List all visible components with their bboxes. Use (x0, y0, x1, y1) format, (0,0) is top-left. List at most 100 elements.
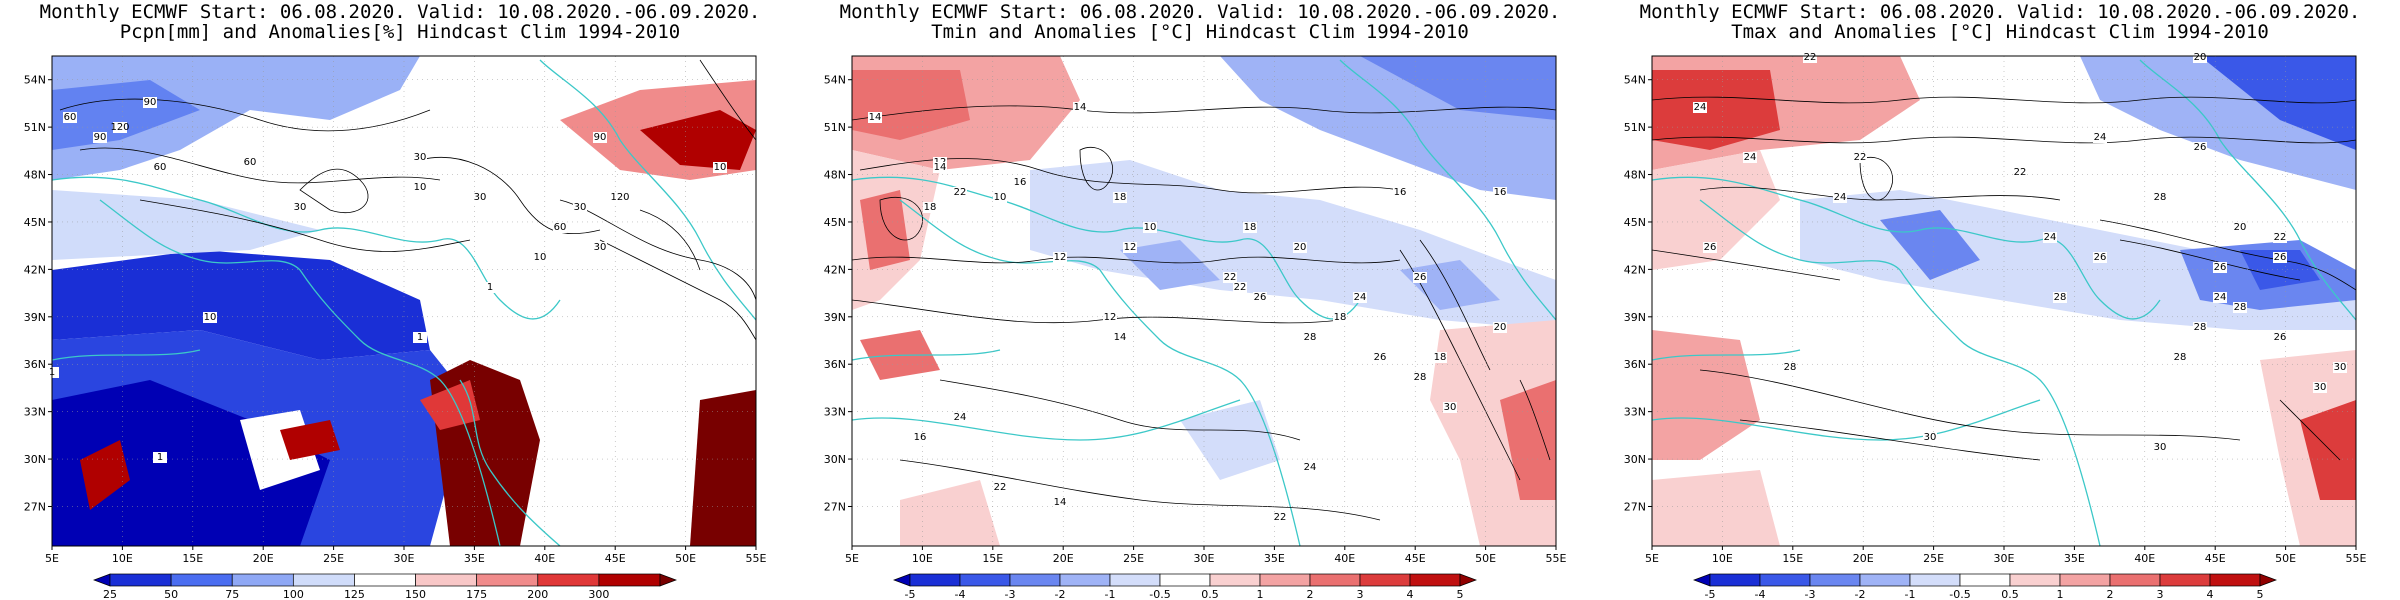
contour-label: 28 (2233, 302, 2247, 313)
svg-text:22: 22 (1274, 512, 1287, 523)
lon-tick-label: 50E (2275, 552, 2296, 565)
svg-text:22: 22 (2274, 232, 2287, 243)
contour-label-layer: 14 14 16 12 10 18 22 14 16 18 12 18 16 24 22 26 26 20 22 12… (868, 102, 1507, 523)
contour-label: 28 (1303, 332, 1317, 343)
lon-tick-label: 55E (1546, 552, 1567, 565)
colorbar-tick-label: -1 (1905, 588, 1916, 600)
svg-text:28: 28 (1414, 372, 1427, 383)
svg-text:18: 18 (1244, 222, 1257, 233)
lon-tick-label: 5E (1645, 552, 1659, 565)
lon-tick-label: 10E (112, 552, 133, 565)
svg-text:26: 26 (2194, 142, 2207, 153)
contour-label: 22 (2273, 232, 2287, 243)
lon-tick-label: 50E (1475, 552, 1496, 565)
svg-text:10: 10 (714, 162, 727, 173)
lon-tick-label: 35E (464, 552, 485, 565)
svg-text:60: 60 (554, 222, 567, 233)
contour-label: 60 (243, 157, 257, 168)
svg-text:28: 28 (2194, 322, 2207, 333)
svg-text:14: 14 (1114, 332, 1127, 343)
contour-label: 60 (63, 112, 77, 123)
svg-text:30: 30 (2314, 382, 2327, 393)
contour-label: 10 (713, 162, 727, 173)
lon-tick-label: 55E (746, 552, 767, 565)
colorbar-segment (2159, 573, 2211, 587)
colorbar-tick-label: -2 (1055, 588, 1066, 600)
colorbar-segment (2109, 573, 2161, 587)
colorbar-tick-label: 2 (1307, 588, 1314, 600)
colorbar-segment (2009, 573, 2061, 587)
colorbar-segment (476, 573, 539, 587)
colorbar-extend-high (1459, 573, 1477, 587)
contour-label: 24 (1743, 152, 1757, 163)
svg-text:28: 28 (1304, 332, 1317, 343)
lat-tick-label: 33N (824, 406, 846, 419)
contour-label: 20 (1293, 242, 1307, 253)
contour-label: 18 (1113, 192, 1127, 203)
lat-tick-label: 45N (824, 216, 846, 229)
contour-label: 22 (1223, 272, 1237, 283)
svg-text:24: 24 (2094, 132, 2107, 143)
colorbar-tick-label: 0.5 (1201, 588, 1219, 600)
contour-label: 24 (1353, 292, 1367, 303)
coastlines (52, 59, 756, 546)
contour-label: 120 (110, 122, 130, 133)
lon-tick-label: 15E (1782, 552, 1803, 565)
lat-tick-label: 27N (24, 500, 46, 513)
contour-label: 16 (1013, 177, 1027, 188)
colorbar-tick-label: 0.5 (2001, 588, 2019, 600)
lat-tick-label: 30N (24, 453, 46, 466)
svg-text:24: 24 (1694, 102, 1707, 113)
lon-tick-label: 15E (982, 552, 1003, 565)
contour-label: 18 (1243, 222, 1257, 233)
contour-label: 26 (1373, 352, 1387, 363)
contour-label: 10 (413, 182, 427, 193)
lat-tick-label: 51N (24, 121, 46, 134)
svg-text:22: 22 (1224, 272, 1237, 283)
colorbar-segment (1209, 573, 1261, 587)
lon-tick-label: 30E (394, 552, 415, 565)
contour-label: 26 (1413, 272, 1427, 283)
svg-text:14: 14 (869, 112, 882, 123)
lat-tick-label: 45N (24, 216, 46, 229)
panel-title-line1: Monthly ECMWF Start: 06.08.2020. Valid: … (1639, 1, 2361, 23)
tmin-map: 1414161210182214161812181624222626202212… (824, 55, 1567, 600)
lat-tick-label: 54N (824, 74, 846, 87)
contour-label: 28 (2153, 192, 2167, 203)
colorbar-tick-label: 2 (2107, 588, 2114, 600)
svg-text:30: 30 (414, 152, 427, 163)
coastlines (852, 59, 1556, 546)
colorbar-extend-high (2259, 573, 2277, 587)
colorbar-segment (2209, 573, 2261, 587)
contour-label: 10 (203, 312, 217, 323)
contour-label: 1 (483, 282, 497, 293)
svg-text:28: 28 (2154, 192, 2167, 203)
colorbar-segment (1309, 573, 1361, 587)
colorbar-tick-label: -1 (1105, 588, 1116, 600)
svg-text:26: 26 (2274, 252, 2287, 263)
lon-tick-label: 45E (1405, 552, 1426, 565)
lat-tick-label: 54N (1624, 74, 1646, 87)
contour-label: 28 (2053, 292, 2067, 303)
colorbar-segment (1859, 573, 1911, 587)
svg-text:120: 120 (610, 192, 629, 203)
colorbar-tick-label: -0.5 (1949, 588, 1970, 600)
contour-label: 14 (933, 162, 947, 173)
panel-tmax: Monthly ECMWF Start: 06.08.2020. Valid: … (1600, 0, 2400, 600)
colorbar-segment (959, 573, 1011, 587)
colorbar-tick-label: -4 (1755, 588, 1766, 600)
lon-tick-label: 5E (845, 552, 859, 565)
colorbar-tick-label: 150 (405, 588, 426, 600)
svg-text:120: 120 (110, 122, 129, 133)
contour-label: 18 (1433, 352, 1447, 363)
colorbar-segment (1009, 573, 1061, 587)
contour-label: 26 (2273, 332, 2287, 343)
lat-tick-label: 33N (24, 406, 46, 419)
contour-label: 24 (2213, 292, 2227, 303)
svg-text:16: 16 (914, 432, 927, 443)
contours (59, 59, 756, 341)
svg-text:24: 24 (1354, 292, 1367, 303)
colorbar-segment (537, 573, 600, 587)
contours (852, 105, 1556, 521)
